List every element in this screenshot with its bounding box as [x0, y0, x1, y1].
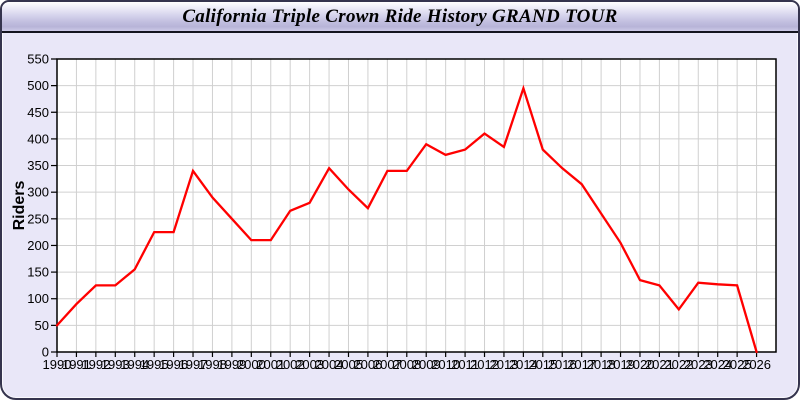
y-tick-label: 200	[27, 238, 49, 253]
x-tick-label: 2019	[606, 357, 635, 372]
x-tick-label: 2018	[587, 357, 616, 372]
x-tick-label: 2024	[703, 357, 732, 372]
x-tick-label: 1993	[101, 357, 130, 372]
riders-line	[55, 84, 758, 354]
y-axis-title: Riders	[11, 181, 28, 231]
x-tick-label: 2012	[470, 357, 499, 372]
x-tick-label: 2020	[626, 357, 655, 372]
x-tick-label: 2026	[742, 357, 771, 372]
chart-title: California Triple Crown Ride History GRA…	[182, 5, 618, 27]
x-tick-label: 2005	[334, 357, 363, 372]
x-tick-label: 1996	[159, 357, 188, 372]
title-bar: California Triple Crown Ride History GRA…	[2, 2, 798, 33]
x-tick-label: 2015	[528, 357, 557, 372]
x-tick-label: 1994	[120, 357, 149, 372]
x-tick-label: 2000	[237, 357, 266, 372]
x-tick-label: 2006	[353, 357, 382, 372]
x-tick-label: 2022	[664, 357, 693, 372]
x-tick-label: 2002	[276, 357, 305, 372]
x-tick-label: 2011	[451, 357, 479, 372]
x-tick-label: 2025	[723, 357, 752, 372]
x-tick-label: 2021	[645, 357, 674, 372]
x-tick-label: 2013	[489, 357, 518, 372]
x-tick-label: 2008	[392, 357, 421, 372]
x-tick-label: 2007	[373, 357, 402, 372]
x-tick-label: 2010	[431, 357, 460, 372]
x-tick-label: 1998	[198, 357, 227, 372]
x-tick-label: 2023	[684, 357, 713, 372]
x-tick-label: 1991	[62, 357, 91, 372]
x-tick-label: 2016	[548, 357, 577, 372]
x-tick-label: 2009	[412, 357, 441, 372]
y-tick-label: 300	[27, 185, 49, 200]
y-tick-label: 500	[27, 78, 49, 93]
y-tick-label: 350	[27, 158, 49, 173]
x-tick-label: 2004	[315, 357, 344, 372]
plot-background	[57, 59, 776, 352]
y-tick-label: 0	[42, 345, 49, 360]
y-tick-label: 550	[27, 52, 49, 67]
x-tick-label: 1992	[81, 357, 110, 372]
x-tick-label: 2017	[567, 357, 596, 372]
x-tick-label: 2014	[509, 357, 538, 372]
x-tick-label: 1995	[140, 357, 169, 372]
x-tick-label: 1997	[179, 357, 208, 372]
y-tick-label: 150	[27, 265, 49, 280]
x-tick-label: 1999	[217, 357, 246, 372]
x-tick-label: 2001	[256, 357, 285, 372]
y-tick-label: 250	[27, 211, 49, 226]
x-tick-label: 1990	[43, 357, 72, 372]
y-tick-label: 450	[27, 105, 49, 120]
y-tick-label: 50	[35, 318, 49, 333]
y-tick-label: 100	[27, 291, 49, 306]
x-tick-label: 2003	[295, 357, 324, 372]
plot-frame	[56, 58, 777, 353]
y-tick-label: 400	[27, 131, 49, 146]
